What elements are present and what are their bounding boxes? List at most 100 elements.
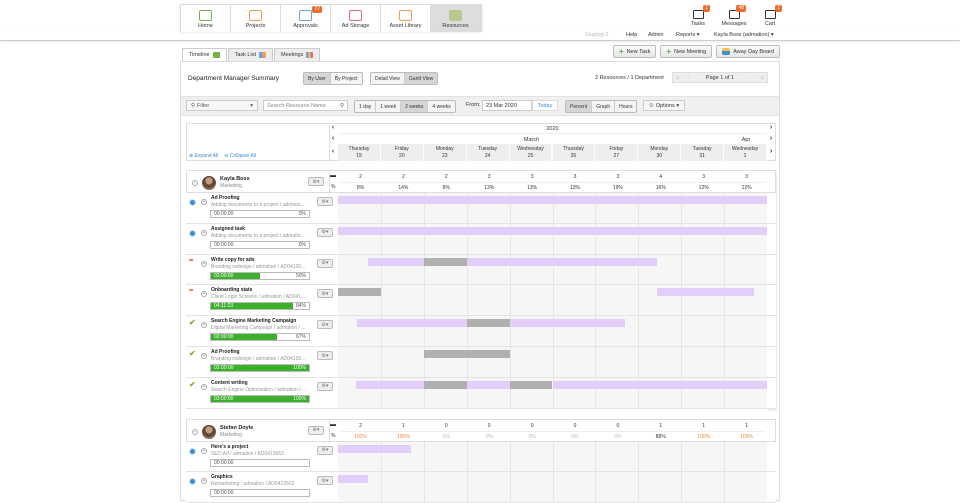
expand-task-icon[interactable]: + <box>201 478 207 485</box>
task-name[interactable]: Write copy for ads <box>211 256 255 263</box>
help-link[interactable]: Help <box>626 32 638 38</box>
task-settings-button[interactable]: ⚙▾ <box>317 227 333 237</box>
prev-day-icon[interactable]: ‹ <box>331 148 335 155</box>
task-settings-button[interactable]: ⚙▾ <box>317 197 333 206</box>
task-settings-button[interactable]: ⚙▾ <box>317 476 333 486</box>
user-menu[interactable]: Kayla Boss (admation) ▾ <box>714 32 774 38</box>
new-meeting-button[interactable]: + New Meeting <box>660 45 713 58</box>
gantt-bar-completed[interactable] <box>509 380 553 389</box>
gantt-bar-scheduled[interactable] <box>466 257 657 266</box>
nav-projects[interactable]: Projects <box>231 5 281 32</box>
in-progress-icon[interactable] <box>189 447 196 455</box>
in-progress-icon[interactable] <box>189 229 196 237</box>
detail-view-button[interactable]: Detail View <box>371 73 405 84</box>
gantt-bar-scheduled[interactable] <box>356 380 424 389</box>
gantt-bar-scheduled[interactable] <box>656 288 755 297</box>
gantt-bar-scheduled[interactable] <box>509 319 626 328</box>
task-name[interactable]: Search Engine Marketing Campaign <box>211 318 297 325</box>
expand-task-icon[interactable]: + <box>201 447 207 454</box>
task-name[interactable]: Content writing <box>211 379 248 386</box>
gantt-bar-completed[interactable] <box>423 350 510 358</box>
reports-menu[interactable]: Reports ▾ <box>676 32 700 38</box>
next-month-icon[interactable]: › <box>769 135 773 142</box>
task-name[interactable]: Onboarding stats <box>211 287 253 294</box>
task-name[interactable]: Assigned task <box>211 225 245 232</box>
filter-dropdown[interactable]: ⚲ Filter ▾ <box>186 100 258 111</box>
prev-page-icon[interactable]: ‹ <box>687 74 689 81</box>
expand-task-icon[interactable]: + <box>201 260 207 267</box>
task-settings-button[interactable]: ⚙▾ <box>317 351 333 360</box>
gantt-bar-scheduled[interactable] <box>338 226 767 235</box>
task-settings-button[interactable]: ⚙▾ <box>317 445 333 455</box>
expand-task-icon[interactable]: + <box>201 383 207 390</box>
nav-messages[interactable]: Messages 48 <box>719 5 749 27</box>
graph-button[interactable]: Graph <box>592 101 616 112</box>
first-page-icon[interactable]: |‹ <box>676 74 680 81</box>
expand-task-icon[interactable]: + <box>201 199 207 205</box>
tab-task-list[interactable]: Task List <box>227 48 273 61</box>
next-year-icon[interactable]: › <box>769 124 773 131</box>
collapse-all-link[interactable]: ⊖ Collapse All <box>224 153 256 159</box>
nav-resources[interactable]: Resources <box>431 5 481 32</box>
hours-button[interactable]: Hours <box>615 101 637 112</box>
expand-task-icon[interactable]: + <box>201 353 207 359</box>
nav-cart[interactable]: Cart 1 <box>755 5 785 27</box>
range-4-weeks[interactable]: 4 weeks <box>428 101 455 112</box>
task-name[interactable]: Here's a project <box>211 443 249 450</box>
gantt-bar-completed[interactable] <box>466 319 510 328</box>
from-date-input[interactable]: 23 Mar 2020 <box>482 100 532 111</box>
tab-meetings[interactable]: Meetings <box>274 48 321 61</box>
task-settings-button[interactable]: ⚙▾ <box>317 258 333 268</box>
next-day-icon[interactable]: › <box>769 148 773 155</box>
next-page-icon[interactable]: › <box>751 74 753 81</box>
in-progress-icon[interactable] <box>189 199 196 206</box>
expand-task-icon[interactable]: + <box>201 322 207 329</box>
expand-task-icon[interactable]: + <box>201 291 207 298</box>
gantt-bar-scheduled[interactable] <box>466 380 510 389</box>
by-project-button[interactable]: By Project <box>330 73 362 84</box>
tab-timeline[interactable]: Timeline <box>182 48 227 61</box>
range-1-day[interactable]: 1 day <box>355 101 377 112</box>
gantt-bar-scheduled[interactable] <box>368 257 424 266</box>
gantt-bar-completed[interactable] <box>338 288 381 297</box>
away-day-board-button[interactable]: Away Day Board <box>716 45 781 58</box>
prev-year-icon[interactable]: ‹ <box>331 124 335 131</box>
in-progress-icon[interactable] <box>189 478 196 486</box>
task-settings-button[interactable]: ⚙▾ <box>317 289 333 299</box>
nav-tasks[interactable]: Tasks 1 <box>683 5 713 27</box>
range-1-week[interactable]: 1 week <box>376 101 402 112</box>
collapse-user-icon[interactable]: − <box>192 428 198 435</box>
admin-link[interactable]: Admin <box>648 32 664 38</box>
by-user-button[interactable]: By User <box>304 73 331 84</box>
today-button[interactable]: Today <box>532 100 558 111</box>
search-resource-input[interactable]: Search Resource Name ⚲ <box>263 100 348 111</box>
collapse-user-icon[interactable]: − <box>192 180 198 186</box>
gantt-bar-completed[interactable] <box>423 380 467 389</box>
expand-all-link[interactable]: ⊕ Expand All <box>189 153 219 159</box>
nav-approvals[interactable]: Approvals 27 <box>281 5 331 32</box>
range-2-weeks[interactable]: 2 weeks <box>401 101 429 112</box>
percent-button[interactable]: Percent <box>566 101 593 112</box>
gantt-bar-completed[interactable] <box>423 257 467 266</box>
gantt-bar-scheduled[interactable] <box>338 475 369 484</box>
gantt-bar-scheduled[interactable] <box>552 380 767 389</box>
last-page-icon[interactable]: ›| <box>760 74 764 81</box>
gantt-view-button[interactable]: Gantt View <box>404 73 438 84</box>
nav-asset-library[interactable]: Asset Library <box>381 5 431 32</box>
user-settings-button[interactable]: ⚙▾ <box>308 177 324 186</box>
prev-month-icon[interactable]: ‹ <box>331 135 335 142</box>
task-settings-button[interactable]: ⚙▾ <box>317 320 333 330</box>
options-dropdown[interactable]: ⚙ Options ▾ <box>643 100 685 111</box>
expand-task-icon[interactable]: + <box>201 229 207 236</box>
user-settings-button[interactable]: ⚙▾ <box>308 425 324 435</box>
gantt-bar-scheduled[interactable] <box>338 196 767 204</box>
gantt-bar-scheduled[interactable] <box>338 444 411 453</box>
task-name[interactable]: Ad Proofing <box>211 195 240 201</box>
nav-ad-storage[interactable]: Ad Storage <box>331 5 381 32</box>
task-name[interactable]: Ad Proofing <box>211 349 240 355</box>
task-settings-button[interactable]: ⚙▾ <box>317 381 333 391</box>
nav-home[interactable]: Home <box>181 5 231 32</box>
new-task-button[interactable]: + New Task <box>613 45 657 58</box>
task-name[interactable]: Graphics <box>211 474 233 481</box>
gantt-bar-scheduled[interactable] <box>357 319 467 328</box>
